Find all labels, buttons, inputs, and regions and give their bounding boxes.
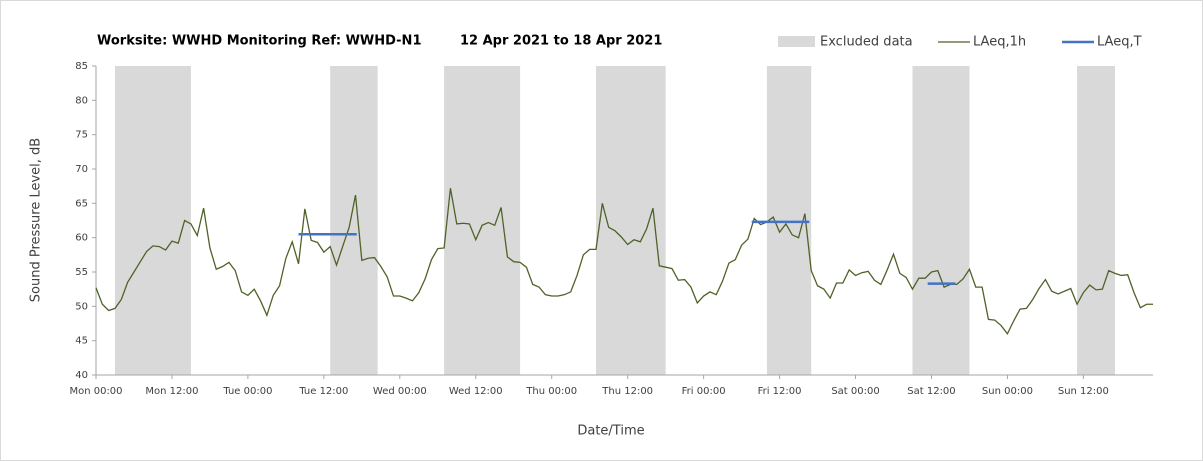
legend-label: LAeq,1h: [973, 35, 1026, 50]
legend-label: Excluded data: [820, 35, 913, 50]
excluded-span: [766, 66, 812, 375]
x-tick-label: Wed 12:00: [449, 386, 503, 397]
excluded-span: [912, 66, 970, 375]
x-tick-label: Fri 00:00: [682, 386, 726, 397]
y-tick-label: 70: [75, 164, 88, 175]
excluded-span: [114, 66, 191, 375]
x-tick-label: Mon 00:00: [69, 386, 122, 397]
legend-label: LAeq,T: [1097, 35, 1142, 50]
x-tick-label: Thu 00:00: [525, 386, 577, 397]
excluded-span: [1077, 66, 1116, 375]
x-tick-label: Wed 00:00: [373, 386, 427, 397]
chart-subtitle: 12 Apr 2021 to 18 Apr 2021: [460, 34, 662, 49]
x-tick-label: Fri 12:00: [758, 386, 802, 397]
y-tick-label: 80: [75, 95, 88, 106]
y-tick-label: 75: [75, 130, 88, 141]
y-tick-label: 45: [75, 336, 88, 347]
x-tick-label: Sat 00:00: [831, 386, 879, 397]
y-tick-label: 60: [75, 233, 88, 244]
y-axis-title: Sound Pressure Level, dB: [29, 138, 44, 302]
y-tick-label: 65: [75, 198, 88, 209]
series-line: [95, 188, 1153, 336]
y-tick-label: 55: [75, 267, 88, 278]
legend-swatch: [778, 36, 815, 47]
x-tick-label: Sat 12:00: [907, 386, 955, 397]
x-tick-label: Sun 00:00: [982, 386, 1033, 397]
x-tick-label: Sun 12:00: [1058, 386, 1109, 397]
y-tick-label: 50: [75, 301, 88, 312]
y-tick-label: 40: [75, 370, 88, 381]
x-axis-title: Date/Time: [577, 424, 644, 439]
x-tick-label: Thu 12:00: [601, 386, 653, 397]
x-tick-label: Tue 12:00: [298, 386, 348, 397]
y-tick-label: 85: [75, 61, 88, 72]
chart-title: Worksite: WWHD Monitoring Ref: WWHD-N1: [97, 34, 422, 49]
x-tick-label: Tue 00:00: [222, 386, 272, 397]
x-tick-label: Mon 12:00: [145, 386, 198, 397]
excluded-span: [330, 66, 378, 375]
